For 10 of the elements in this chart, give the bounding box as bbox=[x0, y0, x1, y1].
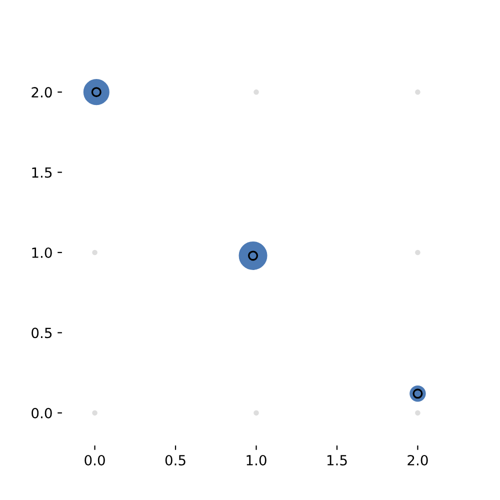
x-tick-label: 0.5 bbox=[165, 454, 186, 466]
x-tick-label: 2.0 bbox=[408, 454, 428, 466]
y-tick-label: 0.0 bbox=[32, 408, 52, 418]
y-tick-label: 1.0 bbox=[32, 247, 52, 258]
y-tick-label: 1.5 bbox=[32, 167, 52, 178]
x-tick-label: 0.0 bbox=[84, 454, 105, 466]
y-tick-label: 2.0 bbox=[32, 87, 52, 98]
x-tick-label: 1.0 bbox=[246, 454, 266, 466]
x-tick-label: 1.5 bbox=[327, 455, 347, 466]
y-tick-label: 0.5 bbox=[32, 328, 52, 338]
